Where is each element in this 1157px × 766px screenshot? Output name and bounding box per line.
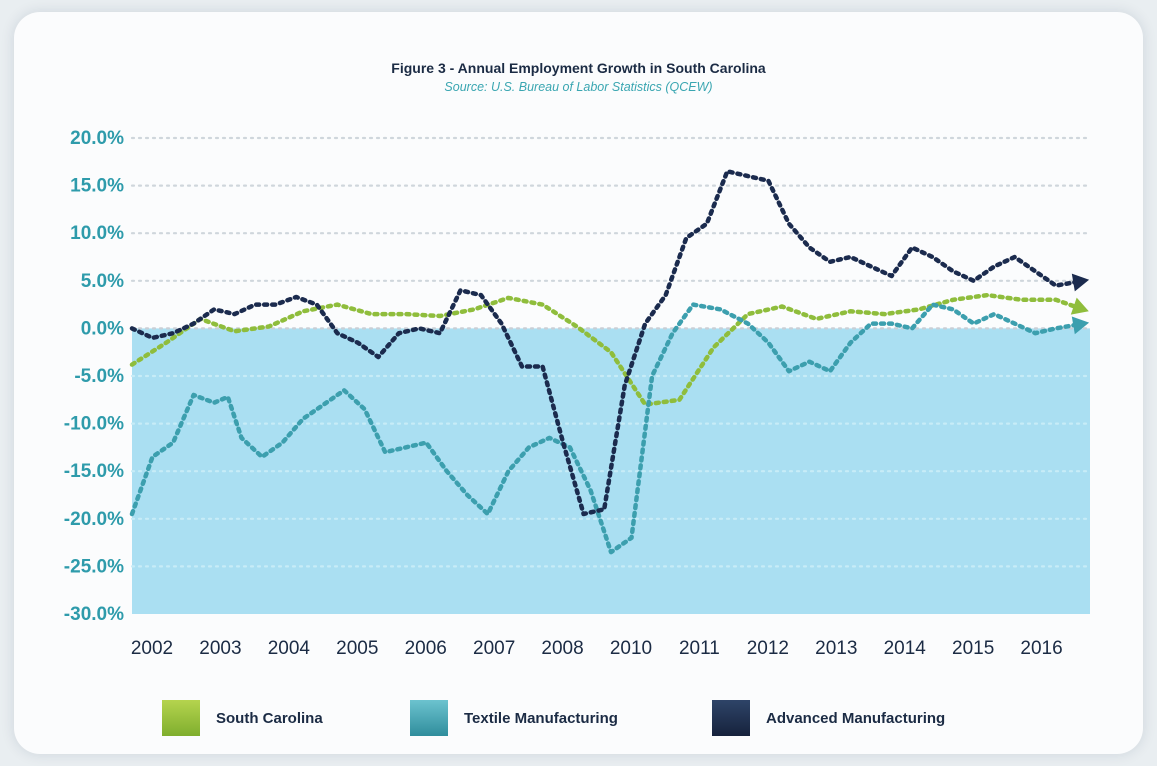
chart-subtitle: Source: U.S. Bureau of Labor Statistics … (444, 80, 713, 94)
y-tick-label: -15.0% (64, 461, 124, 482)
y-tick-label: 10.0% (70, 223, 124, 244)
chart-legend: South Carolina Textile Manufacturing Adv… (0, 700, 1157, 740)
legend-item-south-carolina: South Carolina (162, 700, 323, 736)
y-tick-label: -20.0% (64, 509, 124, 530)
series-end-arrow-advanced-manufacturing (1071, 273, 1090, 292)
x-tick-label: 2002 (131, 638, 173, 659)
y-tick-label: 5.0% (81, 271, 124, 292)
y-tick-label: -5.0% (74, 366, 124, 387)
y-tick-label: -30.0% (64, 604, 124, 625)
series-line-advanced-manufacturing (129, 169, 1086, 517)
x-tick-label: 2014 (884, 638, 927, 659)
y-tick-label: 0.0% (81, 318, 124, 339)
y-tick-label: 20.0% (70, 128, 124, 149)
legend-item-advanced-manufacturing: Advanced Manufacturing (712, 700, 945, 736)
y-tick-label: -25.0% (64, 556, 124, 577)
x-tick-label: 2007 (473, 638, 515, 659)
chart-title: Figure 3 - Annual Employment Growth in S… (391, 60, 766, 76)
legend-label-advanced-manufacturing: Advanced Manufacturing (766, 709, 946, 727)
legend-item-textile-manufacturing: Textile Manufacturing (410, 700, 618, 736)
series-end-arrow-textile-manufacturing (1071, 316, 1090, 335)
x-tick-label: 2016 (1020, 638, 1062, 659)
y-tick-label: 15.0% (70, 176, 124, 197)
x-tick-label: 2005 (336, 638, 378, 659)
x-tick-label: 2013 (815, 638, 857, 659)
y-tick-label: -10.0% (64, 414, 124, 435)
series-line-textile-manufacturing (129, 302, 1086, 555)
x-tick-label: 2010 (610, 638, 652, 659)
x-tick-label: 2012 (747, 638, 789, 659)
series-end-arrow-south-carolina (1070, 297, 1089, 315)
legend-swatch-textile-manufacturing (410, 700, 448, 736)
x-tick-label: 2003 (199, 638, 241, 659)
legend-swatch-advanced-manufacturing (712, 700, 750, 736)
legend-swatch-south-carolina (162, 700, 200, 736)
legend-label-textile-manufacturing: Textile Manufacturing (464, 709, 618, 727)
x-tick-label: 2011 (679, 638, 720, 659)
x-tick-label: 2006 (405, 638, 447, 659)
x-tick-label: 2015 (952, 638, 994, 659)
legend-label-south-carolina: South Carolina (216, 709, 323, 727)
x-tick-label: 2008 (541, 638, 583, 659)
x-tick-label: 2004 (268, 638, 311, 659)
